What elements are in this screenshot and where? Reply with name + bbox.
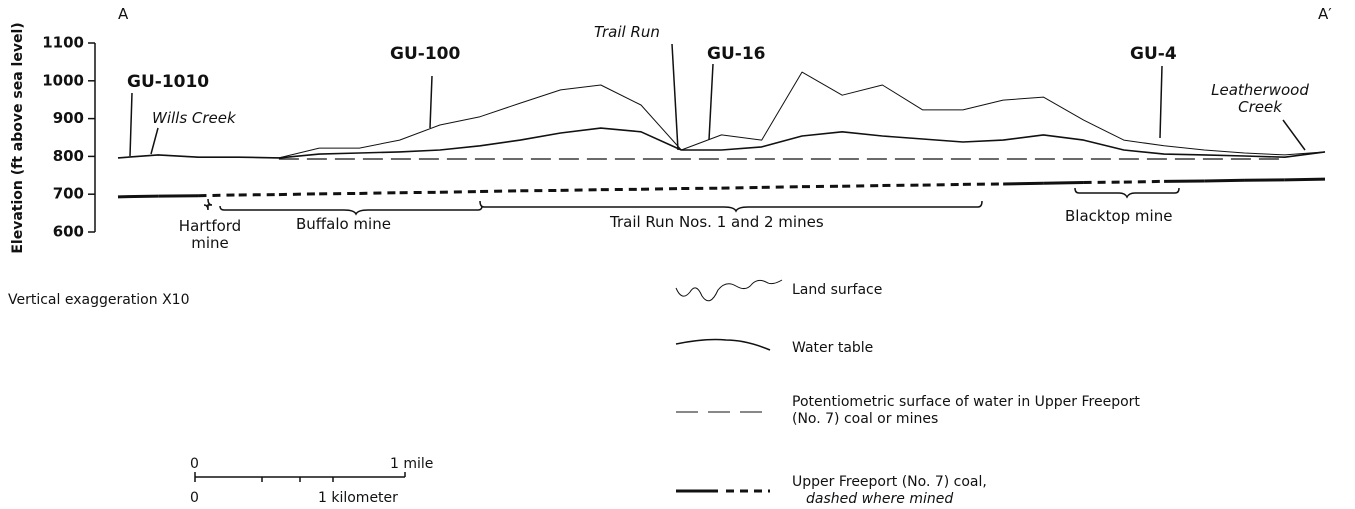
coal-segment: [117, 194, 159, 199]
section-end: A′: [1318, 5, 1332, 23]
note: Vertical exaggeration X10: [8, 292, 190, 308]
scale-label: 0: [190, 456, 199, 472]
coal-segment: [1284, 177, 1326, 182]
stream-label: Trail Run: [594, 23, 660, 41]
series-line: [117, 71, 1326, 159]
y-tick-label: 600: [53, 223, 84, 241]
coal-segment: [278, 192, 320, 197]
scale-label: 1 kilometer: [318, 490, 398, 506]
legend-entry: Land surface: [792, 282, 883, 298]
stream-label: Wills Creek: [152, 109, 236, 127]
y-tick-label: 1100: [42, 34, 84, 52]
coal-segment: [480, 189, 521, 194]
stream-label: Leatherwood Creek: [1211, 81, 1309, 116]
legend-entry: Potentiometric surface of water in Upper…: [792, 394, 1140, 427]
y-tick-label: 700: [53, 185, 84, 203]
well-label: GU-4: [1130, 44, 1177, 64]
coal-segment: [641, 187, 682, 191]
mine-label: Buffalo mine: [296, 215, 391, 233]
leaders: [129, 43, 1306, 493]
coal-segment: [439, 190, 481, 194]
well-label: GU-1010: [127, 72, 210, 92]
mine-label: Blacktop mine: [1065, 207, 1173, 225]
coal-segment: [721, 185, 762, 190]
series-line: [117, 127, 1326, 159]
coal-segment: [1123, 179, 1165, 184]
legend-entry: Water table: [792, 340, 874, 356]
coal-segment: [922, 182, 963, 187]
coal-segment: [560, 188, 601, 192]
scale-label: 0: [190, 490, 199, 506]
well-label: GU-16: [707, 44, 766, 64]
legend-entry: Upper Freeport (No. 7) coal,: [792, 474, 987, 490]
well-label: GU-100: [390, 44, 461, 64]
coal-segment: [842, 184, 883, 188]
coal-segment: [1204, 178, 1245, 183]
coal-segment: [1003, 181, 1044, 186]
coal-segment: [761, 185, 802, 189]
y-axis-label: Elevation (ft above sea level): [10, 22, 26, 253]
mine-label: Hartford mine: [178, 217, 242, 252]
y-tick-label: 800: [53, 147, 84, 165]
coal-segment: [198, 193, 239, 198]
mine-label: Trail Run Nos. 1 and 2 mines: [610, 213, 824, 231]
section-start: A: [118, 5, 129, 23]
legend-note: dashed where mined: [806, 491, 954, 507]
coal-segment: [359, 191, 400, 195]
y-tick-label: 900: [53, 109, 84, 127]
scale-label: 1 mile: [390, 456, 434, 472]
y-tick-label: 1000: [42, 71, 84, 89]
coal-segment: [1043, 180, 1084, 185]
